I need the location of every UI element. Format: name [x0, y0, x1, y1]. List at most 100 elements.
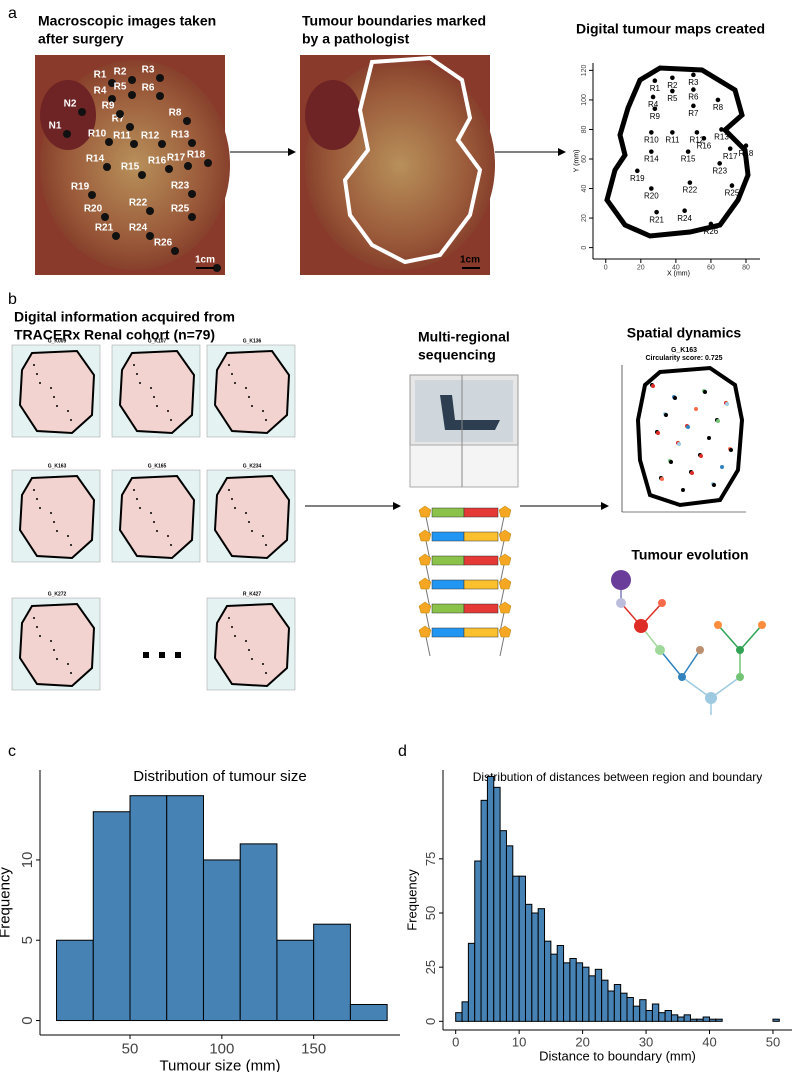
- x-axis-label: Tumour size (mm): [159, 1057, 280, 1072]
- sample-hole: [146, 232, 154, 240]
- thumbnail-dot: [262, 410, 264, 412]
- point: [685, 149, 691, 154]
- bar: [607, 990, 615, 1022]
- thumbnail-dot: [245, 640, 247, 642]
- thumbnail-dot: [156, 530, 158, 532]
- point: [729, 183, 735, 188]
- photo-label: R4: [94, 86, 107, 97]
- point: [654, 209, 659, 215]
- photo-label: R17: [167, 153, 186, 164]
- thumbnail-dot: [248, 521, 250, 523]
- thumbnail-dot: [70, 672, 72, 674]
- region-dot: [690, 471, 694, 475]
- point-label: R18: [739, 149, 754, 158]
- sample-hole: [171, 247, 179, 255]
- point-label: R24: [677, 214, 692, 223]
- bar: [518, 875, 526, 1022]
- thumbnail-dot: [36, 498, 38, 500]
- bar: [632, 1005, 641, 1022]
- x-tick-label: 20: [637, 265, 645, 272]
- y-tick-label: 60: [581, 155, 588, 163]
- photo-label: R21: [95, 223, 114, 234]
- y-tick-label: 0: [19, 1016, 36, 1024]
- thumbnail-dot: [245, 387, 247, 389]
- point: [670, 88, 675, 94]
- caption: sequencing: [418, 347, 496, 363]
- caption: by a pathologist: [302, 31, 410, 47]
- caption: Digital tumour maps created: [576, 21, 765, 37]
- bar: [715, 1018, 723, 1022]
- y-tick-label: 20: [581, 214, 588, 222]
- sugar: [498, 505, 512, 518]
- point: [635, 168, 640, 174]
- photo-label: R11: [113, 131, 131, 142]
- point-label: R21: [649, 215, 664, 224]
- thumbnail-dot: [231, 373, 233, 375]
- point-label: R23: [712, 167, 727, 176]
- sample-hole: [188, 190, 196, 198]
- x-tick-label: 100: [209, 1040, 234, 1057]
- point-label: R15: [681, 155, 696, 164]
- bar: [239, 843, 278, 1022]
- bar: [474, 860, 482, 1022]
- y-tick-label: 0: [581, 246, 588, 250]
- bar: [202, 859, 241, 1022]
- point: [649, 149, 654, 154]
- base: [431, 627, 465, 638]
- thumbnail-dot: [251, 405, 253, 407]
- thumbnail-dot: [153, 521, 155, 523]
- bar: [524, 903, 533, 1022]
- caption: Macroscopic images taken: [38, 13, 216, 29]
- bar: [313, 923, 351, 1022]
- bar: [92, 811, 131, 1022]
- point: [652, 106, 658, 112]
- scale-label: 1cm: [460, 255, 480, 266]
- bar: [550, 953, 558, 1022]
- x-tick-label: 150: [301, 1040, 326, 1057]
- photo-label: R12: [141, 131, 160, 142]
- bar: [702, 1016, 711, 1022]
- bar: [537, 908, 546, 1022]
- point-label: R6: [688, 93, 699, 102]
- point-label: R1: [650, 84, 661, 93]
- sample-hole: [88, 191, 96, 199]
- sample-hole: [105, 138, 113, 146]
- bar: [455, 1012, 463, 1022]
- sample-hole: [156, 74, 164, 82]
- sugar: [498, 625, 512, 638]
- point-label: R7: [688, 109, 699, 118]
- caption: Tumour evolution: [631, 547, 748, 563]
- thumbnail-dot: [136, 373, 138, 375]
- photo-label: R7: [112, 114, 125, 125]
- bar: [677, 1016, 685, 1022]
- thumbnail-dot: [262, 663, 264, 665]
- photo-label: R14: [86, 154, 105, 165]
- thumbnail-dot: [67, 410, 69, 412]
- bar: [620, 992, 628, 1022]
- sample-hole: [63, 130, 71, 138]
- case-title: G_K163: [671, 347, 697, 354]
- thumbnail-dot: [53, 521, 55, 523]
- thumbnail-title: G_K107: [148, 338, 167, 344]
- point: [743, 143, 749, 149]
- dna-ladder: [418, 505, 512, 657]
- thumbnail-dot: [234, 382, 236, 384]
- photo-label: R18: [187, 150, 206, 161]
- sugar: [418, 577, 432, 590]
- bar: [486, 776, 495, 1022]
- x-tick-label: 40: [672, 265, 680, 272]
- sample-hole: [213, 264, 221, 272]
- phylogeny: [611, 570, 766, 715]
- thumbnail-dot: [251, 530, 253, 532]
- sample-hole: [188, 213, 196, 221]
- bar: [588, 975, 596, 1022]
- point: [691, 72, 696, 78]
- bar: [601, 979, 609, 1022]
- point-label: R12: [690, 136, 705, 145]
- point-label: R13: [714, 133, 729, 142]
- y-axis-label: Frequency: [405, 869, 420, 931]
- photo-label: R5: [114, 82, 127, 93]
- sample-hole: [204, 159, 212, 167]
- photo-label: R20: [84, 204, 103, 215]
- point-label: R20: [644, 192, 659, 201]
